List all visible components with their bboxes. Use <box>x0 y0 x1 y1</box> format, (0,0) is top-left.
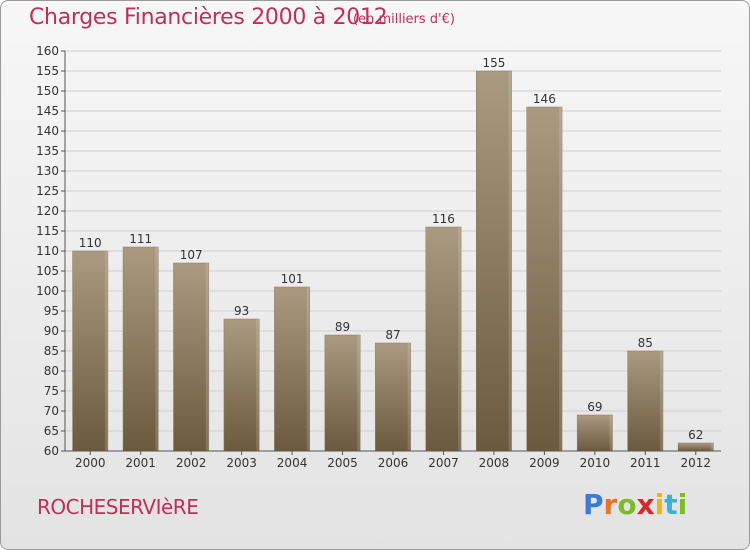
y-tick-label: 115 <box>36 224 59 238</box>
y-tick-label: 160 <box>36 44 59 58</box>
x-tick-label-2000: 2000 <box>75 456 106 470</box>
data-label-2010: 69 <box>587 400 602 414</box>
y-tick-label: 135 <box>36 144 59 158</box>
data-label-2005: 89 <box>335 320 350 334</box>
axes: 60 65 70 75 80 85 90 95 100 105 110 115 120 125 130 135… <box>36 44 721 470</box>
logo-letter: P <box>583 488 604 521</box>
data-label-2011: 85 <box>638 336 653 350</box>
y-tick-label: 60 <box>44 444 59 458</box>
y-tick-label: 100 <box>36 284 59 298</box>
data-label-2008: 155 <box>482 56 505 70</box>
bar-2009 <box>526 106 563 452</box>
bar-highlight <box>256 319 260 451</box>
bar-2012 <box>677 442 714 452</box>
y-tick-label: 110 <box>36 244 59 258</box>
bar-2006 <box>375 342 411 452</box>
bar-highlight <box>155 247 159 451</box>
data-labels: 110 111 107 93 101 89 87 116 155 146 69 85 62 <box>79 56 704 442</box>
logo-letter: x <box>636 488 655 521</box>
x-tick-label-2001: 2001 <box>125 456 156 470</box>
bar-2004 <box>274 286 310 452</box>
x-tick-label-2008: 2008 <box>479 456 510 470</box>
proxiti-logo: Proxiti <box>583 488 687 521</box>
data-label-2000: 110 <box>79 236 102 250</box>
x-tick-label-2011: 2011 <box>630 456 661 470</box>
data-label-2002: 107 <box>180 248 203 262</box>
y-tick-label: 65 <box>44 424 59 438</box>
y-tick-label: 130 <box>36 164 59 178</box>
bar-highlight <box>205 263 209 451</box>
x-tick-label-2006: 2006 <box>378 456 409 470</box>
y-tick-label: 150 <box>36 84 59 98</box>
commune-name: ROCHESERVIèRE <box>37 495 199 519</box>
bar-2008 <box>476 70 512 452</box>
x-tick-label-2002: 2002 <box>176 456 207 470</box>
x-tick-label-2009: 2009 <box>529 456 560 470</box>
logo-letter: i <box>654 488 665 521</box>
bar-2002 <box>173 262 210 452</box>
data-label-2007: 116 <box>432 212 455 226</box>
chart-title: Charges Financières 2000 à 2012 <box>29 5 388 30</box>
data-label-2009: 146 <box>533 92 556 106</box>
bar-highlight <box>508 71 512 451</box>
bar-highlight <box>357 335 361 451</box>
data-label-2003: 93 <box>234 304 249 318</box>
data-label-2012: 62 <box>688 428 703 442</box>
data-label-2004: 101 <box>281 272 304 286</box>
y-tick-label: 85 <box>44 344 59 358</box>
bar-2000 <box>72 250 109 452</box>
y-tick-label: 70 <box>44 404 59 418</box>
bar-2001 <box>122 246 159 452</box>
x-tick-label-2005: 2005 <box>327 456 358 470</box>
data-label-2006: 87 <box>385 328 400 342</box>
bar-2003 <box>223 318 260 452</box>
bar-highlight <box>559 107 563 451</box>
y-tick-label: 75 <box>44 384 59 398</box>
bar-2011 <box>627 350 664 452</box>
data-label-2001: 111 <box>129 232 152 246</box>
x-tick-label-2003: 2003 <box>226 456 257 470</box>
bar-highlight <box>306 287 310 451</box>
x-tick-label-2010: 2010 <box>580 456 611 470</box>
bar-2010 <box>576 414 613 452</box>
y-tick-label: 120 <box>36 204 59 218</box>
y-tick-label: 125 <box>36 184 59 198</box>
y-tick-label: 95 <box>44 304 59 318</box>
y-tick-label: 155 <box>36 64 59 78</box>
logo-letter: r <box>603 488 618 521</box>
logo-letter: o <box>617 488 637 521</box>
bar-highlight <box>458 227 462 451</box>
bar-2005 <box>324 334 361 452</box>
logo-letter: t <box>664 488 678 521</box>
y-tick-label: 90 <box>44 324 59 338</box>
bar-highlight <box>659 351 663 451</box>
x-tick-label-2004: 2004 <box>277 456 308 470</box>
y-tick-label: 105 <box>36 264 59 278</box>
bar-highlight <box>609 415 613 451</box>
chart-subtitle: (en milliers d'€) <box>353 12 455 27</box>
bar-highlight <box>710 443 714 451</box>
y-tick-label: 140 <box>36 124 59 138</box>
x-tick-label-2007: 2007 <box>428 456 459 470</box>
bars <box>72 70 714 452</box>
x-tick-label-2012: 2012 <box>680 456 711 470</box>
bar-2007 <box>425 226 462 452</box>
y-tick-label: 80 <box>44 364 59 378</box>
bar-highlight <box>104 251 108 451</box>
logo-letter: i <box>677 488 688 521</box>
bar-highlight <box>407 343 411 451</box>
y-tick-label: 145 <box>36 104 59 118</box>
